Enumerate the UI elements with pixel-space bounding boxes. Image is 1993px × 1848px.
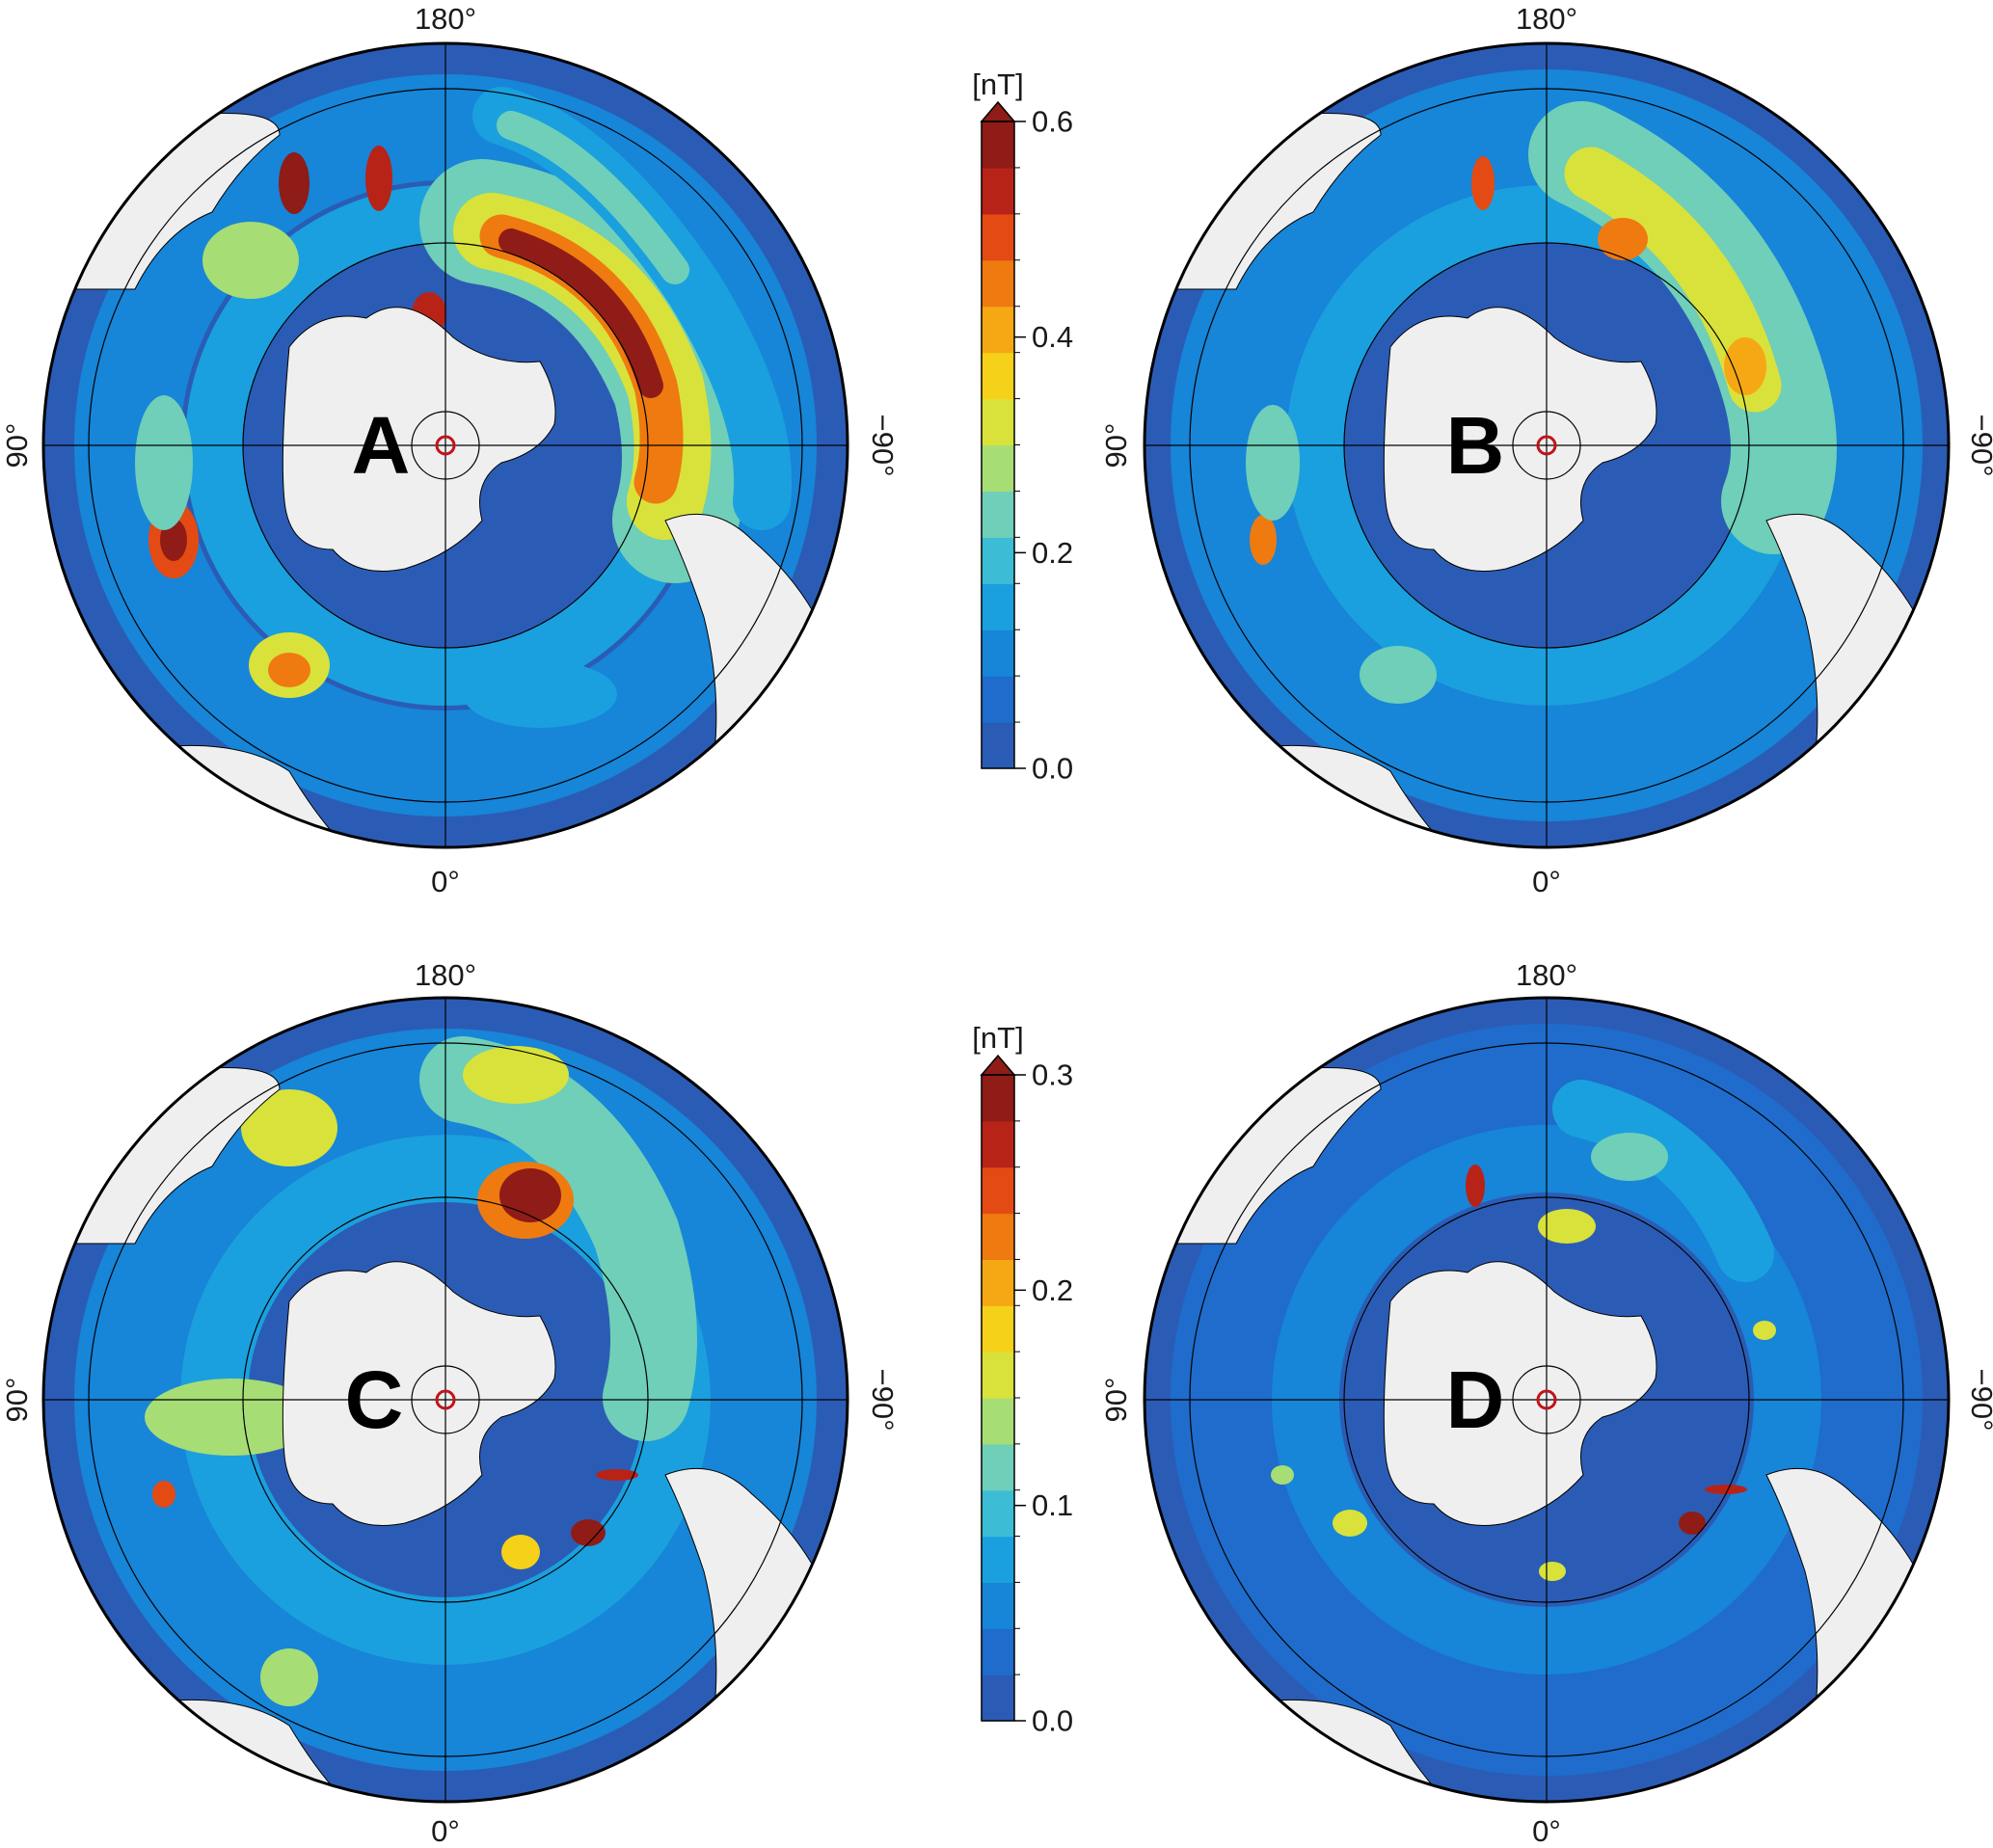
graticule-a <box>43 43 848 847</box>
lon-label-right-d: −90° <box>1965 1369 1993 1432</box>
lon-label-bottom-c: 0° <box>431 1814 460 1848</box>
colorbar-tick-label: 0.4 <box>1032 320 1073 354</box>
colorbar-segment <box>982 491 1014 538</box>
colorbar-segment <box>982 1582 1014 1629</box>
colorbar-bottom: 0.0 0.1 0.2 0.3 [nT] <box>972 1021 1073 1738</box>
colorbar-tick-label: 0.2 <box>1032 536 1073 570</box>
colorbar-segment <box>982 1120 1014 1168</box>
lon-label-bottom-d: 0° <box>1532 1814 1561 1848</box>
colorbar-tick-label: 0.6 <box>1032 105 1073 139</box>
graticule-d <box>1145 998 1949 1802</box>
lon-label-right-a: −90° <box>866 415 900 477</box>
colorbar-segment <box>982 1489 1014 1538</box>
colorbar-segment <box>982 722 1014 769</box>
colorbar-tick-label: 0.2 <box>1032 1273 1073 1307</box>
lon-label-left-a: 90° <box>0 423 34 469</box>
pole-marker-c <box>435 1389 456 1410</box>
colorbar-segment <box>982 583 1014 630</box>
colorbar-segment <box>982 1166 1014 1215</box>
colorbar-segment <box>982 352 1014 400</box>
colorbar-tick-label: 0.0 <box>1032 1704 1073 1738</box>
colorbar-segment <box>982 1213 1014 1261</box>
colorbar-tick-label: 0.1 <box>1032 1488 1073 1522</box>
panel-letter-c: C <box>345 1354 404 1445</box>
lon-label-top-c: 180° <box>415 958 476 992</box>
lon-label-bottom-a: 0° <box>431 865 460 898</box>
colorbar-extend-arrow <box>980 1054 1016 1076</box>
lon-label-right-b: −90° <box>1965 415 1993 477</box>
colorbar-segment <box>982 167 1014 215</box>
pole-marker-a <box>435 435 456 456</box>
colorbar-segment <box>982 1628 1014 1675</box>
panel-letter-b: B <box>1446 400 1505 491</box>
lon-label-right-c: −90° <box>866 1369 900 1432</box>
colorbar-segment <box>982 1259 1014 1306</box>
colorbar-segment <box>982 1536 1014 1584</box>
colorbar-unit-label: [nT] <box>972 1021 1023 1055</box>
colorbar-segment <box>982 259 1014 308</box>
map-panel-a: A 180° 0° 90° −90° <box>0 2 900 898</box>
colorbar-segment <box>982 537 1014 584</box>
colorbar-segment <box>982 444 1014 493</box>
map-panel-b: B 180° 0° 90° −90° <box>1099 2 1993 898</box>
panel-letter-a: A <box>352 400 411 491</box>
graticule-b <box>1145 43 1949 847</box>
lon-label-left-c: 90° <box>0 1378 34 1423</box>
colorbar-extend-arrow <box>980 100 1016 122</box>
lon-label-left-d: 90° <box>1099 1378 1133 1423</box>
colorbar-segment <box>982 1398 1014 1445</box>
colorbar-segment <box>982 1352 1014 1399</box>
colorbar-segment <box>982 1075 1014 1122</box>
colorbar-segment <box>982 1305 1014 1353</box>
lon-label-top-b: 180° <box>1516 2 1577 36</box>
colorbar-tick-label: 0.0 <box>1032 752 1073 786</box>
pole-marker-d <box>1536 1389 1557 1410</box>
colorbar-unit-label: [nT] <box>972 67 1023 101</box>
colorbar-segment <box>982 213 1014 261</box>
lon-label-top-a: 180° <box>415 2 476 36</box>
lon-label-bottom-b: 0° <box>1532 865 1561 898</box>
pole-marker-b <box>1536 435 1557 456</box>
panel-letter-d: D <box>1446 1354 1505 1445</box>
colorbar-segment <box>982 1443 1014 1491</box>
map-panel-c: C 180° 0° 90° −90° <box>0 958 900 1848</box>
lon-label-top-d: 180° <box>1516 958 1577 992</box>
lon-label-left-b: 90° <box>1099 423 1133 469</box>
colorbar-segment <box>982 1674 1014 1722</box>
colorbar-segment <box>982 306 1014 354</box>
colorbar-segment <box>982 121 1014 169</box>
colorbar-top: 0.0 0.2 0.4 0.6 [nT] <box>972 67 1073 786</box>
colorbar-segment <box>982 629 1014 677</box>
graticule-c <box>43 998 848 1802</box>
colorbar-segment <box>982 676 1014 723</box>
colorbar-tick-label: 0.3 <box>1032 1058 1073 1092</box>
map-panel-d: D 180° 0° 90° −90° <box>1099 958 1993 1848</box>
colorbar-segment <box>982 398 1014 446</box>
